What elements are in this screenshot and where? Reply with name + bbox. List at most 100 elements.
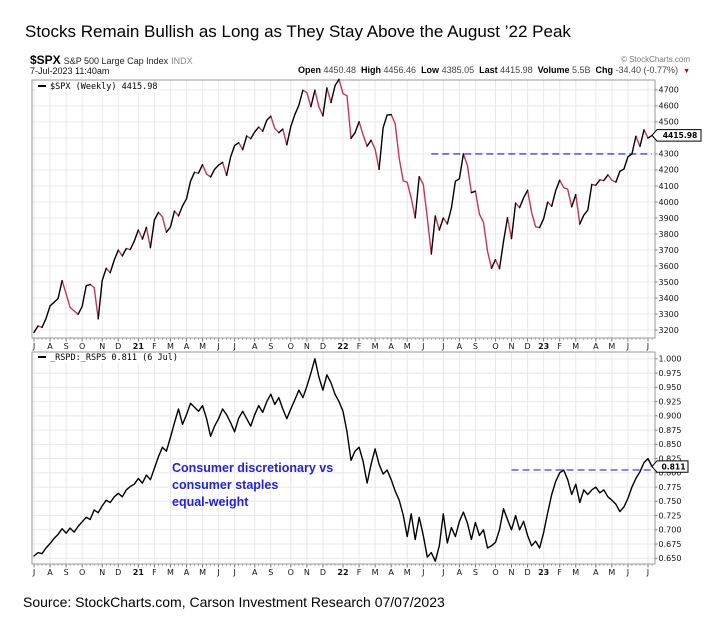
svg-text:N: N — [304, 568, 310, 577]
svg-text:S: S — [268, 568, 273, 577]
svg-text:4700: 4700 — [659, 86, 679, 95]
svg-text:D: D — [525, 342, 531, 351]
ratio-legend-swatch-icon — [38, 356, 46, 358]
svg-text:J: J — [232, 568, 235, 577]
svg-text:D: D — [115, 568, 121, 577]
svg-text:N: N — [509, 342, 515, 351]
svg-text:F: F — [357, 568, 362, 577]
svg-text:3700: 3700 — [659, 246, 679, 255]
svg-text:0.700: 0.700 — [659, 526, 682, 535]
svg-text:A: A — [457, 568, 463, 577]
svg-text:J: J — [32, 342, 35, 351]
svg-text:3500: 3500 — [659, 278, 679, 287]
svg-text:0.650: 0.650 — [659, 554, 682, 563]
chart-header: $SPX S&P 500 Large Cap Index INDX — [30, 53, 690, 67]
svg-text:M: M — [572, 342, 579, 351]
chart-datetime: 7-Jul-2023 11:40am — [30, 66, 110, 76]
svg-text:A: A — [593, 568, 599, 577]
svg-text:3900: 3900 — [659, 214, 679, 223]
svg-text:A: A — [388, 568, 394, 577]
ratio-legend: _RSPD:_RSPS 0.811 (6 Jul) — [36, 353, 180, 363]
svg-text:J: J — [216, 342, 219, 351]
svg-text:M: M — [608, 568, 615, 577]
svg-text:N: N — [99, 568, 105, 577]
svg-text:J: J — [216, 568, 219, 577]
svg-text:J: J — [626, 342, 629, 351]
svg-text:O: O — [288, 342, 294, 351]
svg-text:A: A — [252, 568, 258, 577]
svg-text:N: N — [304, 342, 310, 351]
spx-legend: $SPX (Weekly) 4415.98 — [36, 82, 160, 92]
svg-text:M: M — [199, 342, 206, 351]
svg-text:M: M — [608, 342, 615, 351]
svg-text:0.675: 0.675 — [659, 540, 682, 549]
ticker-symbol: $SPX — [30, 53, 61, 67]
svg-text:J: J — [646, 568, 649, 577]
svg-text:J: J — [646, 342, 649, 351]
svg-text:D: D — [525, 568, 531, 577]
svg-text:A: A — [47, 568, 53, 577]
svg-text:O: O — [79, 568, 85, 577]
svg-text:M: M — [167, 342, 174, 351]
svg-text:3300: 3300 — [659, 310, 679, 319]
svg-text:0.775: 0.775 — [659, 483, 682, 492]
svg-text:22: 22 — [337, 342, 348, 351]
svg-text:J: J — [441, 568, 444, 577]
svg-text:F: F — [152, 568, 157, 577]
svg-text:S: S — [473, 568, 478, 577]
svg-text:S: S — [64, 568, 69, 577]
svg-text:21: 21 — [133, 568, 145, 577]
svg-text:S: S — [473, 342, 478, 351]
ratio-annotation: Consumer discretionary vs consumer stapl… — [172, 460, 333, 511]
svg-text:M: M — [167, 568, 174, 577]
svg-text:J: J — [32, 568, 35, 577]
ratio-annotation-line2: consumer staples — [172, 478, 279, 492]
svg-text:M: M — [199, 568, 206, 577]
svg-text:J: J — [441, 342, 444, 351]
svg-text:D: D — [320, 342, 326, 351]
svg-text:21: 21 — [133, 342, 145, 351]
svg-text:M: M — [572, 568, 579, 577]
svg-text:F: F — [557, 568, 562, 577]
svg-text:O: O — [492, 568, 498, 577]
svg-text:A: A — [457, 342, 463, 351]
svg-text:0.750: 0.750 — [659, 497, 682, 506]
svg-text:0.875: 0.875 — [659, 426, 682, 435]
svg-text:4415.98: 4415.98 — [663, 131, 698, 140]
svg-text:M: M — [372, 568, 379, 577]
svg-text:0.825: 0.825 — [659, 454, 682, 463]
svg-text:4300: 4300 — [659, 150, 679, 159]
svg-text:A: A — [593, 342, 599, 351]
svg-text:4200: 4200 — [659, 166, 679, 175]
svg-text:0.811: 0.811 — [661, 462, 685, 471]
change-down-triangle-icon: ▼ — [683, 68, 690, 75]
svg-text:23: 23 — [538, 568, 549, 577]
svg-text:0.925: 0.925 — [659, 397, 682, 406]
ratio-annotation-line1: Consumer discretionary vs — [172, 461, 334, 475]
exchange-label: INDX — [171, 56, 193, 66]
quote-strip: Open 4450.48 High 4456.46 Low 4385.05 La… — [297, 65, 690, 75]
svg-text:J: J — [421, 342, 424, 351]
svg-text:A: A — [388, 342, 394, 351]
svg-text:N: N — [509, 568, 515, 577]
svg-text:23: 23 — [538, 342, 549, 351]
svg-text:N: N — [99, 342, 105, 351]
svg-text:0.725: 0.725 — [659, 511, 682, 520]
svg-text:22: 22 — [337, 568, 348, 577]
svg-text:4500: 4500 — [659, 118, 679, 127]
svg-text:0.950: 0.950 — [659, 383, 682, 392]
copyright-label: © StockCharts.com — [620, 55, 690, 64]
svg-text:3400: 3400 — [659, 294, 679, 303]
svg-text:0.800: 0.800 — [659, 469, 682, 478]
svg-text:J: J — [421, 568, 424, 577]
svg-text:S: S — [64, 342, 69, 351]
svg-text:S: S — [268, 342, 273, 351]
ratio-annotation-line3: equal-weight — [172, 495, 249, 509]
svg-text:4600: 4600 — [659, 102, 679, 111]
svg-text:4000: 4000 — [659, 198, 679, 207]
svg-text:D: D — [115, 342, 121, 351]
page-title: Stocks Remain Bullish as Long as They St… — [25, 22, 571, 41]
index-name: S&P 500 Large Cap Index — [63, 56, 169, 66]
